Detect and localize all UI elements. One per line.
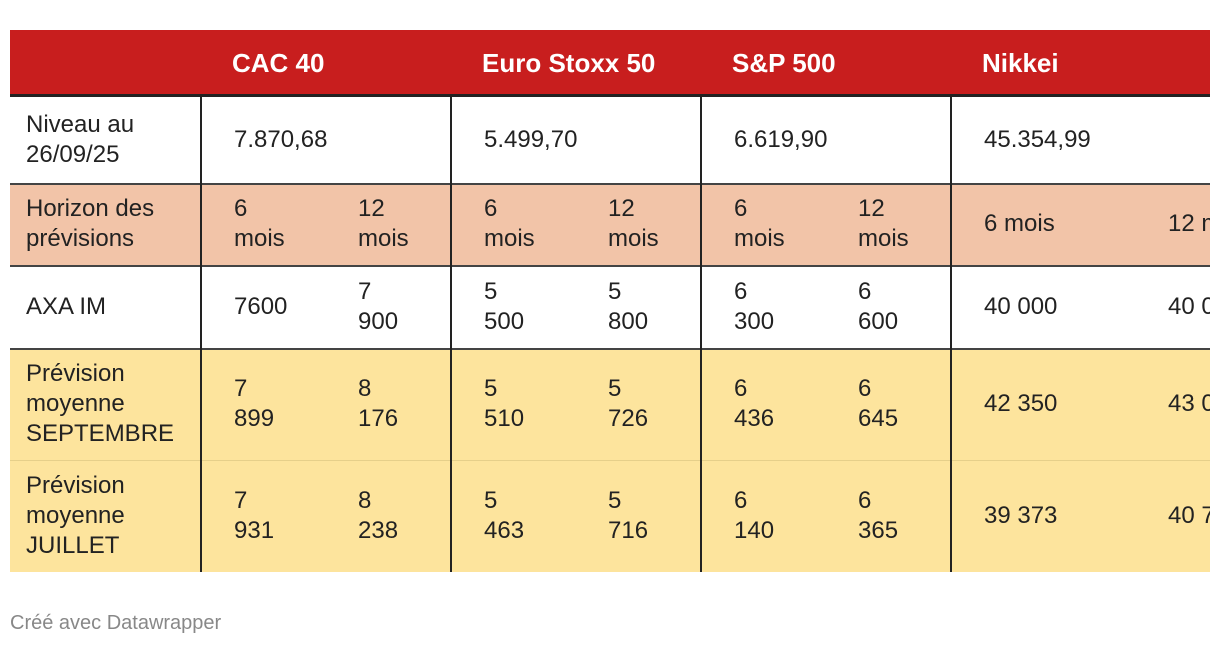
table-cell: 5 463: [484, 487, 525, 544]
table-cell: 5 716: [608, 487, 649, 544]
column-rule: [700, 96, 702, 572]
table: CAC 40 Euro Stoxx 50 S&P 500 Nikkei Niveau a…: [10, 30, 1210, 572]
table-cell: 12 mois: [608, 195, 659, 252]
table-cell: 6 mois: [984, 210, 1055, 237]
row-label: Prévision moyenne SEPTEMBRE: [26, 360, 175, 447]
footer: Créé avec Datawrapper: [10, 612, 222, 634]
table-cell: 5 800: [608, 277, 649, 335]
row-background: [10, 96, 1210, 183]
row-label: AXA IM: [26, 292, 107, 320]
row-background: [10, 348, 1210, 460]
table-cell: 6 mois: [484, 195, 535, 252]
row-rule: [10, 265, 1210, 267]
table-cell: 8 238: [358, 487, 399, 544]
table-cell: 7600: [234, 292, 288, 320]
table-cell: 40 0: [1168, 292, 1210, 320]
row-label: Prévision moyenne JUILLET: [26, 472, 125, 559]
column-header: CAC 40: [232, 47, 325, 78]
column-header: Euro Stoxx 50: [482, 47, 656, 78]
table-cell: 5 726: [608, 375, 649, 432]
table-cell: 5 510: [484, 375, 525, 432]
table-cell: 7 899: [234, 375, 275, 432]
column-rule: [950, 96, 952, 572]
table-cell: 40 7: [1168, 502, 1210, 529]
table-cell: 7 931: [234, 487, 275, 544]
header-rule: [10, 94, 1210, 97]
column-rule: [450, 96, 452, 572]
row-background: [10, 183, 1210, 265]
table-cell: 6 mois: [234, 195, 285, 252]
table-cell: 42 350: [984, 390, 1058, 417]
table-cell: 6 365: [858, 487, 899, 544]
table-cell: 40 000: [984, 292, 1058, 320]
table-cell: 12 mois: [358, 195, 409, 252]
column-header: Nikkei: [982, 47, 1059, 78]
row-background: [10, 265, 1210, 348]
table-cell: 6 mois: [734, 195, 785, 252]
table-cell: 7 900: [358, 277, 399, 335]
table-cell: 5.499,70: [484, 125, 578, 153]
table-cell: 45.354,99: [984, 125, 1091, 153]
header-band: [10, 30, 1210, 96]
table-cell: 12 m: [1168, 210, 1210, 237]
table-cell: 6 600: [858, 277, 899, 335]
row-label: Horizon des prévisions: [26, 195, 155, 252]
table-cell: 7.870,68: [234, 125, 328, 153]
column-header: S&P 500: [732, 47, 836, 78]
table-cell: 6 645: [858, 375, 899, 432]
row-rule: [10, 348, 1210, 350]
table-cell: 39 373: [984, 502, 1058, 529]
row-background: [10, 460, 1210, 572]
table-cell: 6 436: [734, 375, 775, 432]
table-cell: 8 176: [358, 375, 399, 432]
row-rule: [10, 460, 1210, 461]
table-cell: 5 500: [484, 277, 525, 335]
row-label: Niveau au 26/09/25: [26, 110, 135, 168]
column-rule: [200, 96, 202, 572]
table-cell: 6 140: [734, 487, 775, 544]
table-cell: 6 300: [734, 277, 775, 335]
table-cell: 6.619,90: [734, 125, 828, 153]
row-rule: [10, 183, 1210, 185]
table-cell: 12 mois: [858, 195, 909, 252]
table-cell: 43 0: [1168, 390, 1210, 417]
